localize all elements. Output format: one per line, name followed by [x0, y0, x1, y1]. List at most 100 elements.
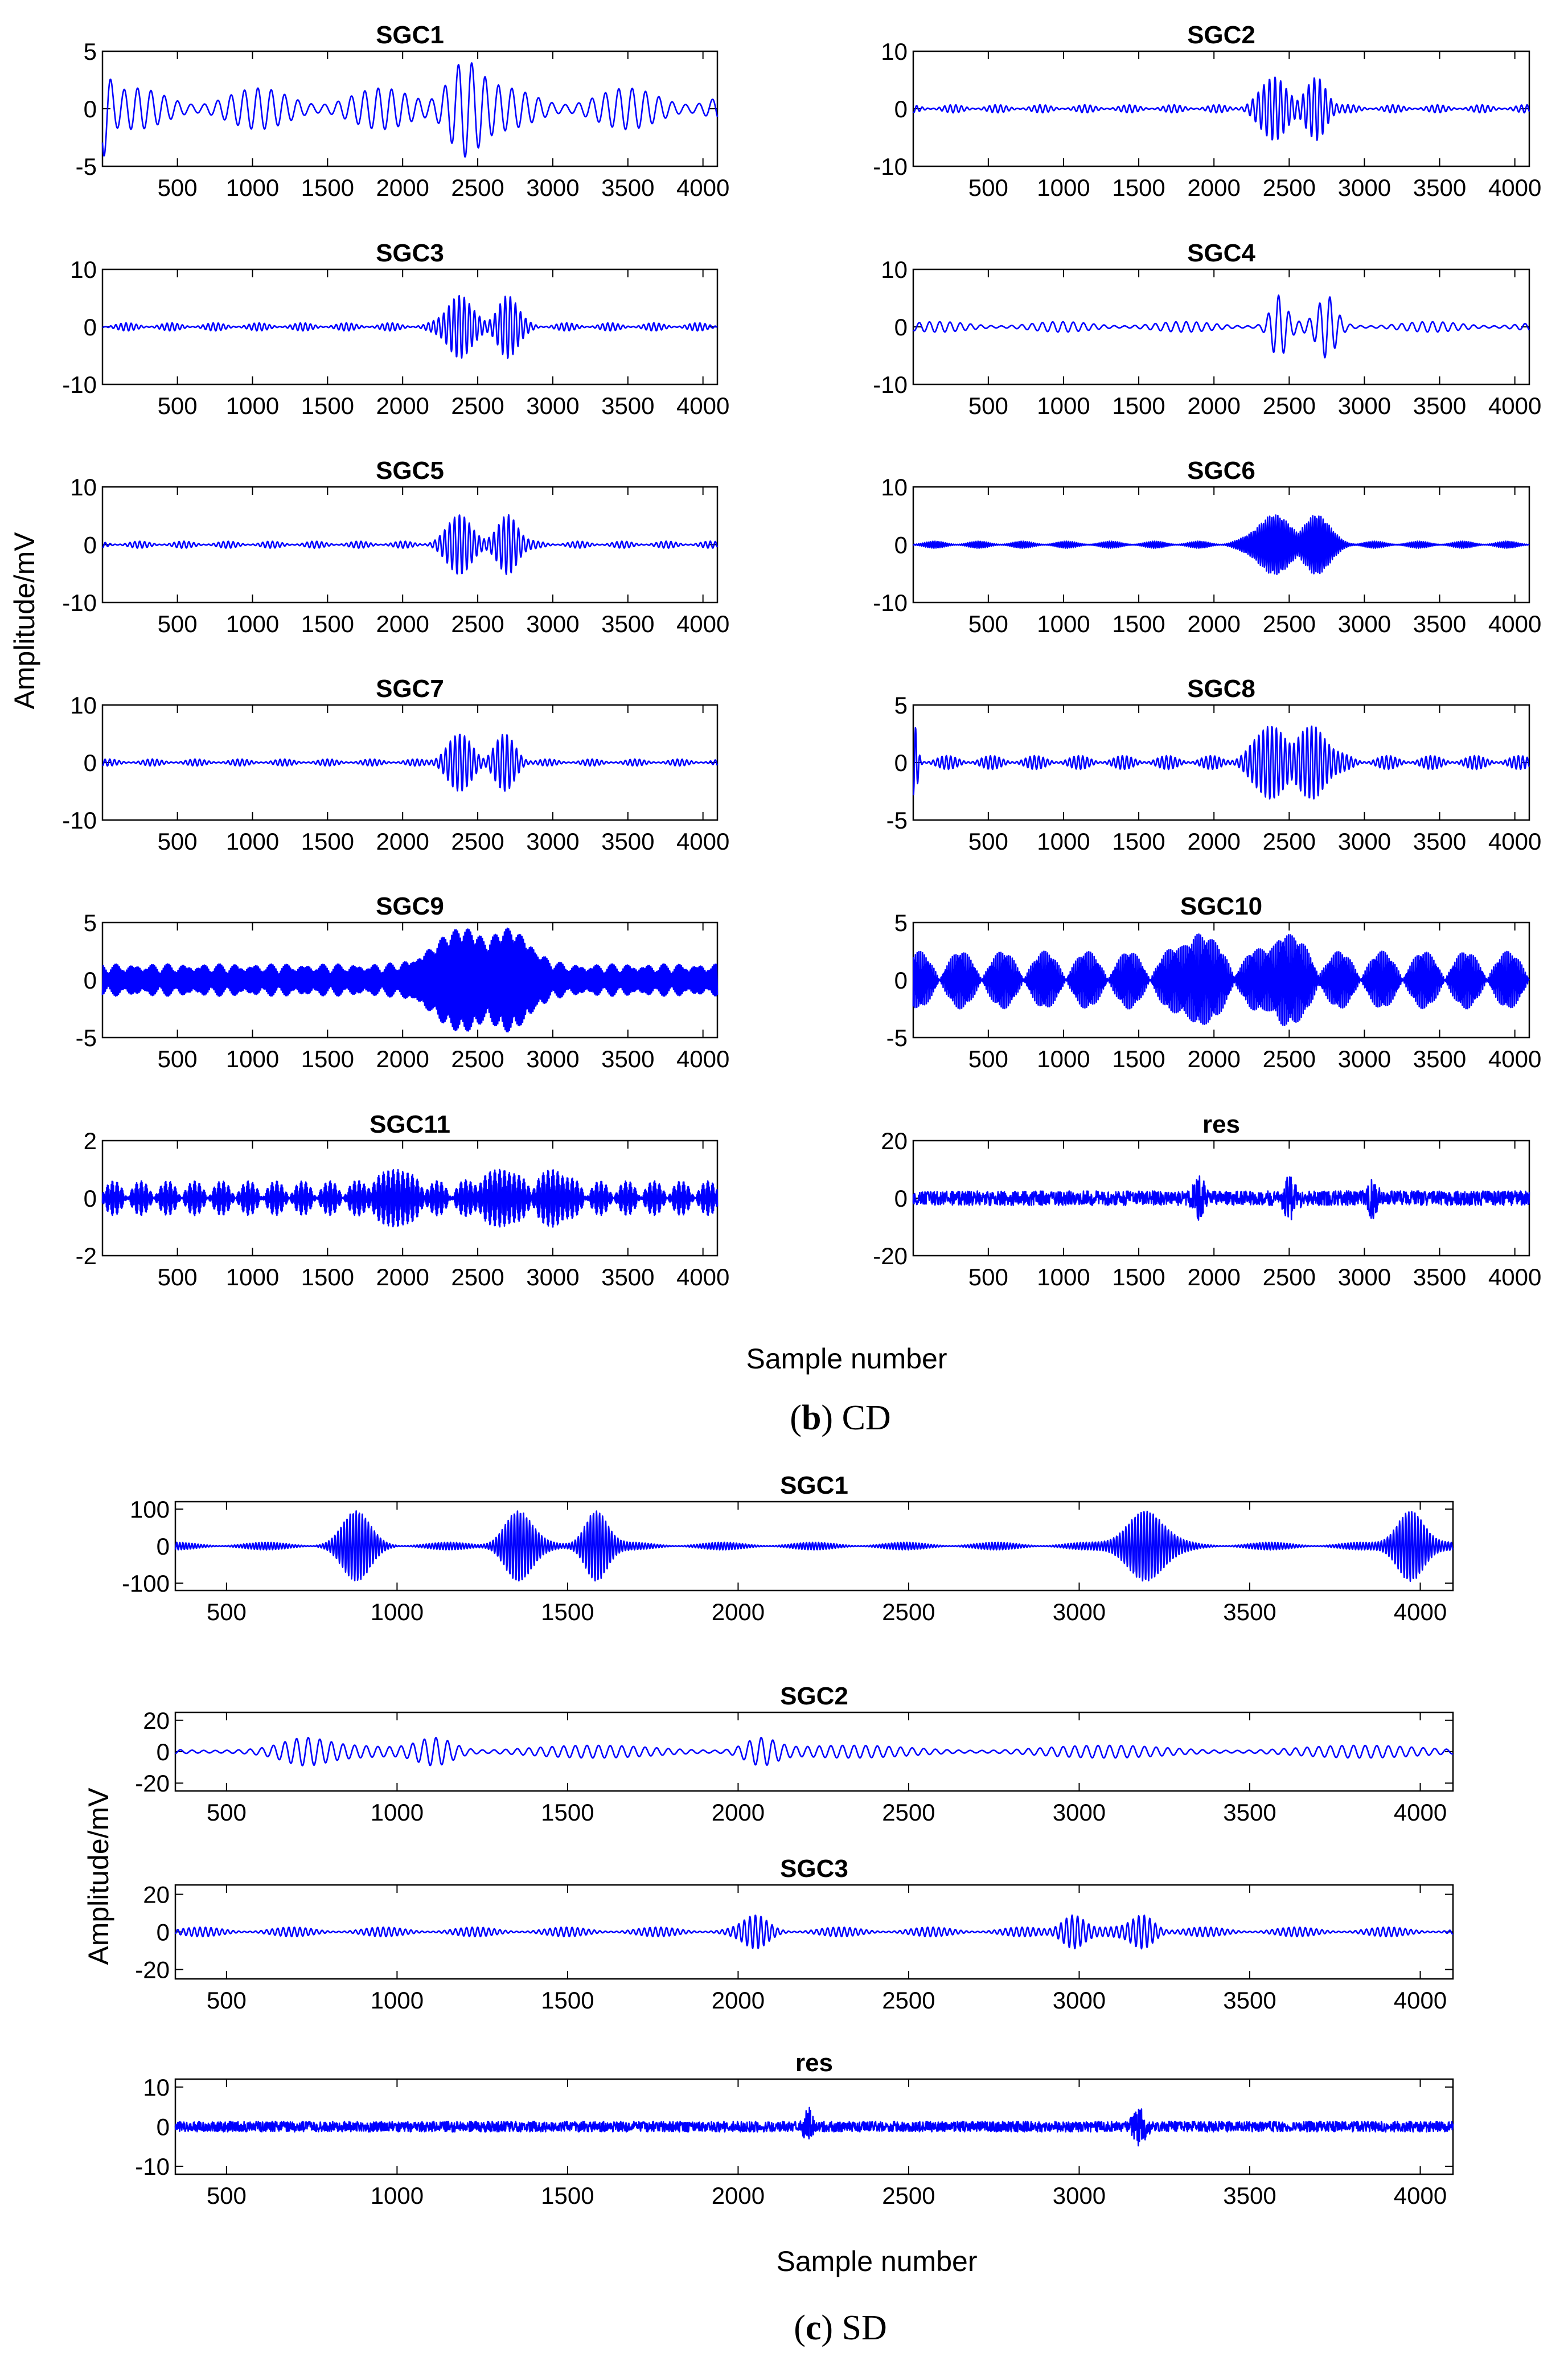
- x-tick-label: 2000: [376, 1046, 429, 1072]
- y-tick-label: 0: [84, 749, 97, 776]
- x-tick-label: 1000: [1037, 392, 1090, 419]
- x-tick-label: 2000: [712, 1987, 765, 2014]
- x-tick-label: 3500: [601, 1264, 654, 1290]
- x-tick-label: 3500: [1413, 1264, 1466, 1290]
- x-tick-label: 3500: [1223, 1598, 1276, 1625]
- x-tick-label: 3500: [1223, 1799, 1276, 1826]
- y-tick-label: 0: [84, 532, 97, 559]
- series-line-sgc4: [913, 294, 1530, 359]
- x-tick-label: 1000: [226, 610, 279, 637]
- x-tick-label: 4000: [1488, 610, 1541, 637]
- series-line-sgc8: [913, 725, 1530, 800]
- panel-b-sgc3: SGC3 500 1000 1500 2000 2500 3000 3500 4000 -10 0 1…: [62, 239, 729, 419]
- y-tick-label: 5: [84, 909, 97, 936]
- x-tick-label: 1000: [226, 828, 279, 855]
- y-tick-label: 5: [84, 38, 97, 65]
- y-tick-label: 0: [157, 1919, 170, 1946]
- section-c-xlabel: Sample number: [777, 2245, 978, 2277]
- x-tick-label: 500: [968, 1264, 1008, 1290]
- x-tick-label: 4000: [676, 610, 729, 637]
- x-tick-label: 2500: [1263, 1046, 1316, 1072]
- y-tick-label: 2: [84, 1128, 97, 1154]
- x-tick-label: 2500: [882, 1799, 935, 1826]
- x-tick-label: 3500: [601, 174, 654, 201]
- y-tick-label: 10: [881, 474, 908, 501]
- y-tick-label: -5: [76, 1024, 97, 1051]
- x-tick-label: 2000: [376, 610, 429, 637]
- x-tick-label: 500: [968, 1046, 1008, 1072]
- x-tick-label: 4000: [676, 392, 729, 419]
- x-tick-label: 3500: [601, 392, 654, 419]
- x-tick-label: 500: [158, 828, 198, 855]
- panel-title: SGC7: [376, 675, 444, 703]
- x-tick-label: 2500: [451, 1264, 504, 1290]
- x-tick-label: 3500: [1223, 1987, 1276, 2014]
- panel-b-sgc11: SGC11 500 1000 1500 2000 2500 3000 3500 4000 -2 0 2: [76, 1110, 730, 1290]
- x-tick-label: 2500: [451, 392, 504, 419]
- x-tick-label: 4000: [1394, 1799, 1447, 1826]
- x-tick-label: 3000: [1053, 2182, 1106, 2209]
- section-c-caption: (c) SD: [794, 2309, 887, 2347]
- y-tick-label: 10: [70, 474, 97, 501]
- y-tick-label: 10: [881, 38, 908, 65]
- x-tick-label: 4000: [1394, 1987, 1447, 2014]
- x-tick-label: 500: [968, 828, 1008, 855]
- x-tick-label: 3500: [1413, 828, 1466, 855]
- panel-title: SGC5: [376, 457, 444, 485]
- series-line-sgc10: [912, 933, 1530, 1026]
- x-tick-label: 2000: [712, 2182, 765, 2209]
- x-tick-label: 2500: [882, 1987, 935, 2014]
- series-line-sgc1: [101, 62, 719, 158]
- x-tick-label: 1000: [226, 174, 279, 201]
- y-tick-label: 0: [894, 96, 908, 122]
- y-tick-label: -5: [886, 807, 908, 834]
- x-tick-label: 1500: [301, 1264, 354, 1290]
- x-tick-label: 2500: [1263, 174, 1316, 201]
- section-b-ylabel: Amplitude/mV: [9, 532, 40, 710]
- series-line-sgc5: [102, 514, 719, 575]
- x-tick-label: 3000: [1053, 1799, 1106, 1826]
- x-tick-label: 3000: [1338, 1264, 1391, 1290]
- panel-c-res: res 500 1000 1500 2000 2500 3000 3500 4000 -10 0 10: [135, 2049, 1454, 2209]
- panel-b-res: res 500 1000 1500 2000 2500 3000 3500 4000 -20 0 20: [873, 1110, 1541, 1290]
- y-tick-label: 20: [143, 1707, 170, 1734]
- x-tick-label: 3500: [601, 610, 654, 637]
- x-tick-label: 1000: [371, 1799, 424, 1826]
- x-tick-label: 500: [158, 392, 198, 419]
- section-b-caption-letter: b: [802, 1399, 821, 1437]
- x-tick-label: 500: [207, 1987, 247, 2014]
- x-tick-label: 500: [968, 610, 1008, 637]
- x-tick-label: 2500: [451, 174, 504, 201]
- x-tick-label: 500: [207, 2182, 247, 2209]
- x-tick-label: 1500: [541, 1598, 594, 1625]
- series-line-sgc9: [101, 927, 719, 1032]
- x-tick-label: 1000: [226, 1046, 279, 1072]
- y-tick-label: 0: [894, 749, 908, 776]
- panel-title: SGC1: [780, 1471, 848, 1499]
- x-tick-label: 4000: [1394, 2182, 1447, 2209]
- panel-title: SGC3: [376, 239, 444, 267]
- x-tick-label: 3000: [1053, 1598, 1106, 1625]
- x-tick-label: 1500: [301, 828, 354, 855]
- y-tick-label: -20: [135, 1770, 170, 1797]
- x-tick-label: 1500: [1112, 1264, 1165, 1290]
- panel-b-sgc2: SGC2 500 1000 1500 2000 2500 3000 3500 4000 -10 0 1…: [873, 21, 1541, 201]
- panel-b-sgc9: SGC9 500 1000 1500 2000 2500 3000 3500 4000 -5 0 5: [76, 892, 730, 1072]
- panel-title: SGC11: [370, 1110, 450, 1138]
- plot-area: [101, 704, 719, 821]
- x-tick-label: 2000: [712, 1598, 765, 1625]
- x-tick-label: 500: [158, 1046, 198, 1072]
- x-tick-label: 4000: [676, 1046, 729, 1072]
- panel-title: SGC4: [1187, 239, 1255, 267]
- x-tick-label: 3000: [1338, 1046, 1391, 1072]
- section-c-caption-text: SD: [833, 2309, 887, 2347]
- series-line-sgc7: [102, 733, 719, 792]
- x-tick-label: 2000: [1187, 1046, 1240, 1072]
- x-tick-label: 2000: [1187, 828, 1240, 855]
- x-tick-label: 1500: [541, 1799, 594, 1826]
- panel-title: SGC6: [1187, 457, 1255, 485]
- section-c-ylabel: Amplitude/mV: [83, 1788, 114, 1965]
- panel-b-sgc4: SGC4 500 1000 1500 2000 2500 3000 3500 4000 -10 0 1…: [873, 239, 1541, 419]
- plot-area: [912, 704, 1530, 821]
